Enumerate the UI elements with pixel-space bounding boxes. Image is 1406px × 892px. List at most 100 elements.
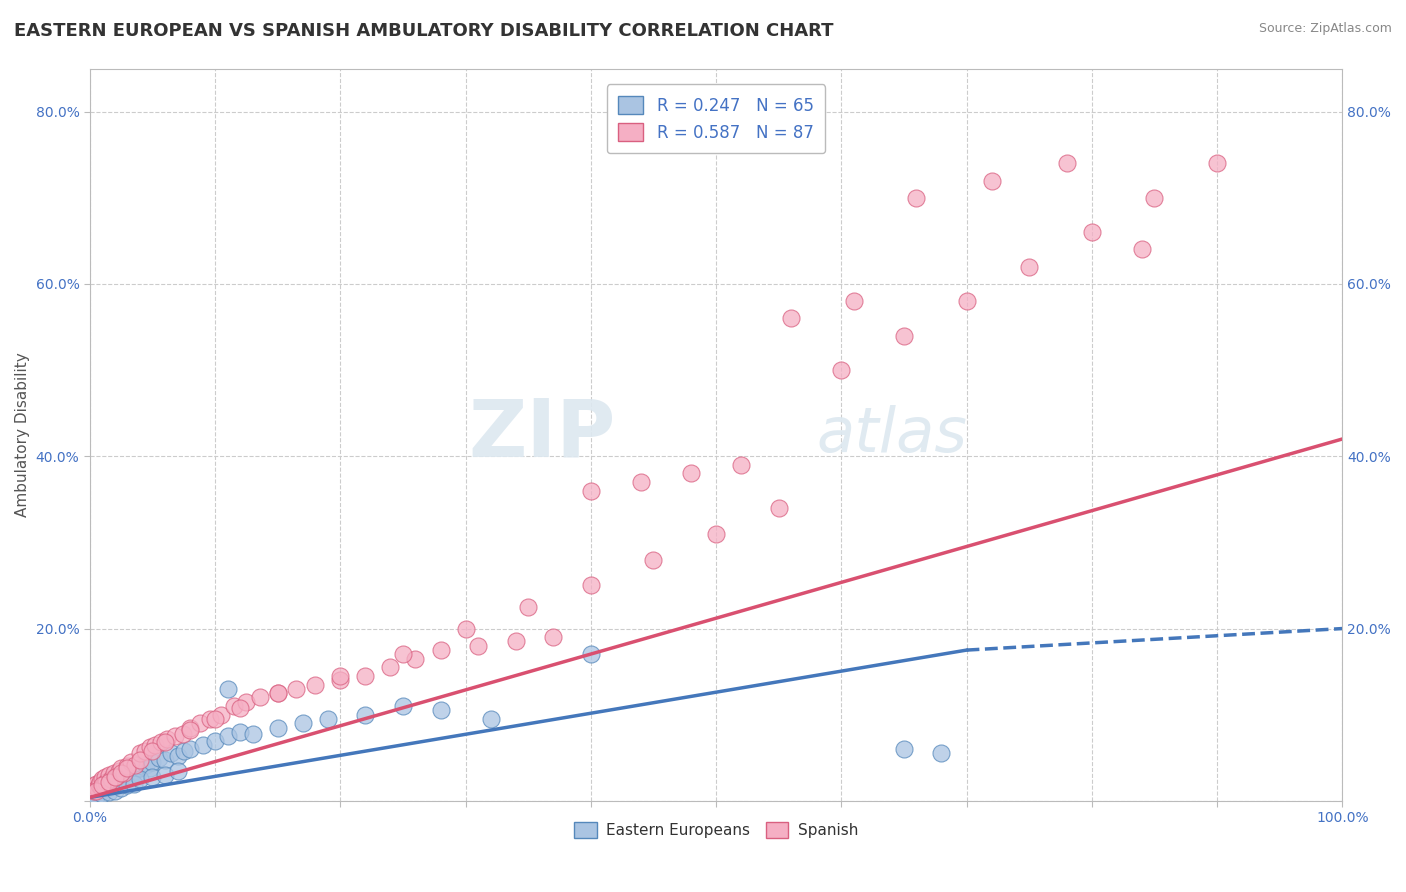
Point xyxy=(91,778,114,792)
Point xyxy=(97,785,120,799)
Point xyxy=(127,768,149,782)
Point xyxy=(110,766,132,780)
Point xyxy=(893,328,915,343)
Point xyxy=(217,681,239,696)
Point xyxy=(329,673,352,688)
Point xyxy=(111,768,134,782)
Point xyxy=(87,783,110,797)
Point xyxy=(222,699,245,714)
Point xyxy=(380,660,402,674)
Point xyxy=(84,789,107,804)
Point xyxy=(94,780,117,795)
Point xyxy=(249,690,271,705)
Point xyxy=(1206,156,1229,170)
Point xyxy=(153,768,176,782)
Point xyxy=(316,712,339,726)
Point xyxy=(579,578,602,592)
Point xyxy=(354,707,377,722)
Point xyxy=(392,648,415,662)
Point xyxy=(166,764,188,778)
Point xyxy=(148,751,170,765)
Point xyxy=(117,766,139,780)
Point xyxy=(104,783,127,797)
Point xyxy=(83,783,105,797)
Point xyxy=(830,363,852,377)
Point xyxy=(84,777,107,791)
Text: ZIP: ZIP xyxy=(468,396,616,474)
Point xyxy=(129,752,152,766)
Point xyxy=(229,701,252,715)
Point xyxy=(141,744,163,758)
Point xyxy=(110,761,132,775)
Point xyxy=(229,725,252,739)
Point xyxy=(94,777,117,791)
Point xyxy=(188,716,211,731)
Point xyxy=(354,669,377,683)
Point xyxy=(172,727,194,741)
Text: atlas: atlas xyxy=(817,405,967,465)
Point xyxy=(191,738,214,752)
Point xyxy=(517,600,540,615)
Point xyxy=(97,775,120,789)
Point xyxy=(134,744,156,758)
Point xyxy=(97,768,120,782)
Point xyxy=(153,752,176,766)
Point xyxy=(114,772,136,787)
Point xyxy=(120,755,142,769)
Point xyxy=(96,778,118,792)
Point xyxy=(204,712,226,726)
Point xyxy=(173,744,195,758)
Point xyxy=(131,759,153,773)
Point xyxy=(209,707,232,722)
Point xyxy=(82,785,104,799)
Point xyxy=(103,778,125,792)
Point xyxy=(90,785,112,799)
Point xyxy=(86,780,108,795)
Point xyxy=(110,780,132,795)
Point xyxy=(105,770,128,784)
Point xyxy=(179,723,201,738)
Point xyxy=(541,630,564,644)
Point xyxy=(730,458,752,472)
Point xyxy=(89,775,111,789)
Point xyxy=(1081,225,1104,239)
Point xyxy=(150,735,173,749)
Point xyxy=(505,634,527,648)
Point xyxy=(94,770,117,784)
Point xyxy=(117,761,139,775)
Point xyxy=(235,695,257,709)
Point xyxy=(100,772,122,787)
Point xyxy=(285,681,308,696)
Point xyxy=(1143,191,1166,205)
Point xyxy=(1056,156,1078,170)
Point xyxy=(304,677,326,691)
Point xyxy=(166,749,188,764)
Point xyxy=(112,766,135,780)
Point xyxy=(91,772,114,787)
Point xyxy=(91,778,114,792)
Point xyxy=(141,770,163,784)
Point xyxy=(90,780,112,794)
Point xyxy=(179,721,201,735)
Point xyxy=(405,651,427,665)
Point xyxy=(122,764,145,778)
Point xyxy=(122,777,145,791)
Point xyxy=(704,526,727,541)
Point xyxy=(86,785,108,799)
Point xyxy=(156,731,179,746)
Point xyxy=(91,787,114,801)
Point xyxy=(267,686,290,700)
Point xyxy=(94,775,117,789)
Point xyxy=(429,643,451,657)
Point xyxy=(98,780,121,794)
Point xyxy=(454,622,477,636)
Point xyxy=(135,757,157,772)
Point xyxy=(679,467,702,481)
Point xyxy=(83,783,105,797)
Text: EASTERN EUROPEAN VS SPANISH AMBULATORY DISABILITY CORRELATION CHART: EASTERN EUROPEAN VS SPANISH AMBULATORY D… xyxy=(14,22,834,40)
Point xyxy=(108,770,131,784)
Point xyxy=(143,738,166,752)
Point xyxy=(179,742,201,756)
Point xyxy=(97,775,120,789)
Point xyxy=(467,639,489,653)
